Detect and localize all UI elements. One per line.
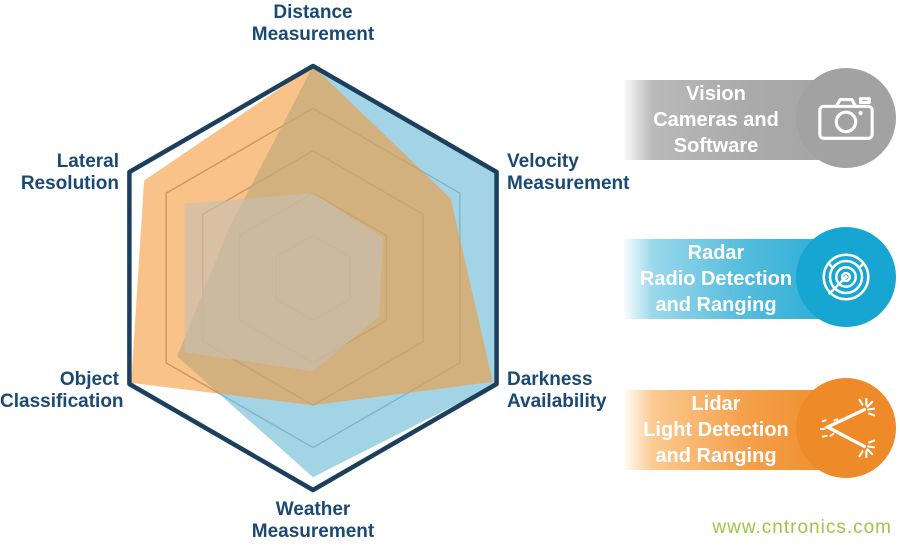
legend-subtitle: Light Detection	[643, 419, 789, 441]
axis-label-line: Measurement	[507, 173, 630, 194]
axis-label-line: Velocity	[507, 151, 579, 172]
axis-label-velocity: Velocity Measurement	[507, 151, 630, 195]
axis-label-line: Weather	[275, 499, 351, 520]
legend-title: Radar	[687, 242, 745, 264]
legend-item-vision: Vision Cameras and Software	[622, 68, 896, 168]
axis-label-weather: Weather Measurement	[213, 499, 413, 543]
axis-label-line: Distance	[273, 2, 353, 23]
burst-bottom	[858, 439, 876, 459]
lidar-icon	[819, 397, 876, 459]
lidar-icon-badge	[796, 378, 896, 478]
legend-item-lidar: Lidar Light Detection and Ranging	[622, 378, 896, 478]
legend-subtitle: Software	[673, 135, 759, 157]
axis-label-distance: Distance Measurement	[213, 2, 413, 46]
axis-label-line: Object	[59, 369, 119, 390]
legend-subtitle: and Ranging	[655, 294, 777, 316]
radar-icon-badge	[796, 227, 896, 327]
legend-title: Lidar	[691, 393, 741, 415]
legend-subtitle: Cameras and	[653, 109, 779, 131]
legend-item-radar: Radar Radio Detection and Ranging	[622, 227, 896, 327]
burst-top	[858, 397, 876, 417]
scatter-dashes	[819, 418, 839, 438]
axis-label-line: Measurement	[251, 24, 375, 45]
camera-icon	[818, 97, 874, 140]
axis-label-line: Resolution	[20, 173, 119, 194]
axis-label-object: Object Classification	[0, 369, 124, 413]
axis-label-darkness: Darkness Availability	[507, 369, 607, 413]
axis-label-line: Measurement	[251, 521, 375, 542]
outer-hexagon	[127, 63, 499, 493]
vision-icon-badge	[796, 68, 896, 168]
radar-icon	[822, 253, 870, 301]
series-polygons	[131, 66, 497, 478]
axis-label-lateral: Lateral Resolution	[0, 151, 119, 195]
axis-label-line: Lateral	[56, 151, 119, 172]
legend-subtitle: and Ranging	[655, 445, 777, 467]
axis-label-line: Classification	[0, 391, 124, 412]
watermark-link[interactable]: www.cntronics.com	[712, 517, 892, 538]
series-vision	[184, 193, 383, 372]
legend-title: Vision	[686, 83, 746, 105]
axis-label-line: Availability	[507, 391, 607, 412]
axis-label-line: Darkness	[507, 369, 593, 390]
legend-subtitle: Radio Detection	[639, 268, 793, 290]
